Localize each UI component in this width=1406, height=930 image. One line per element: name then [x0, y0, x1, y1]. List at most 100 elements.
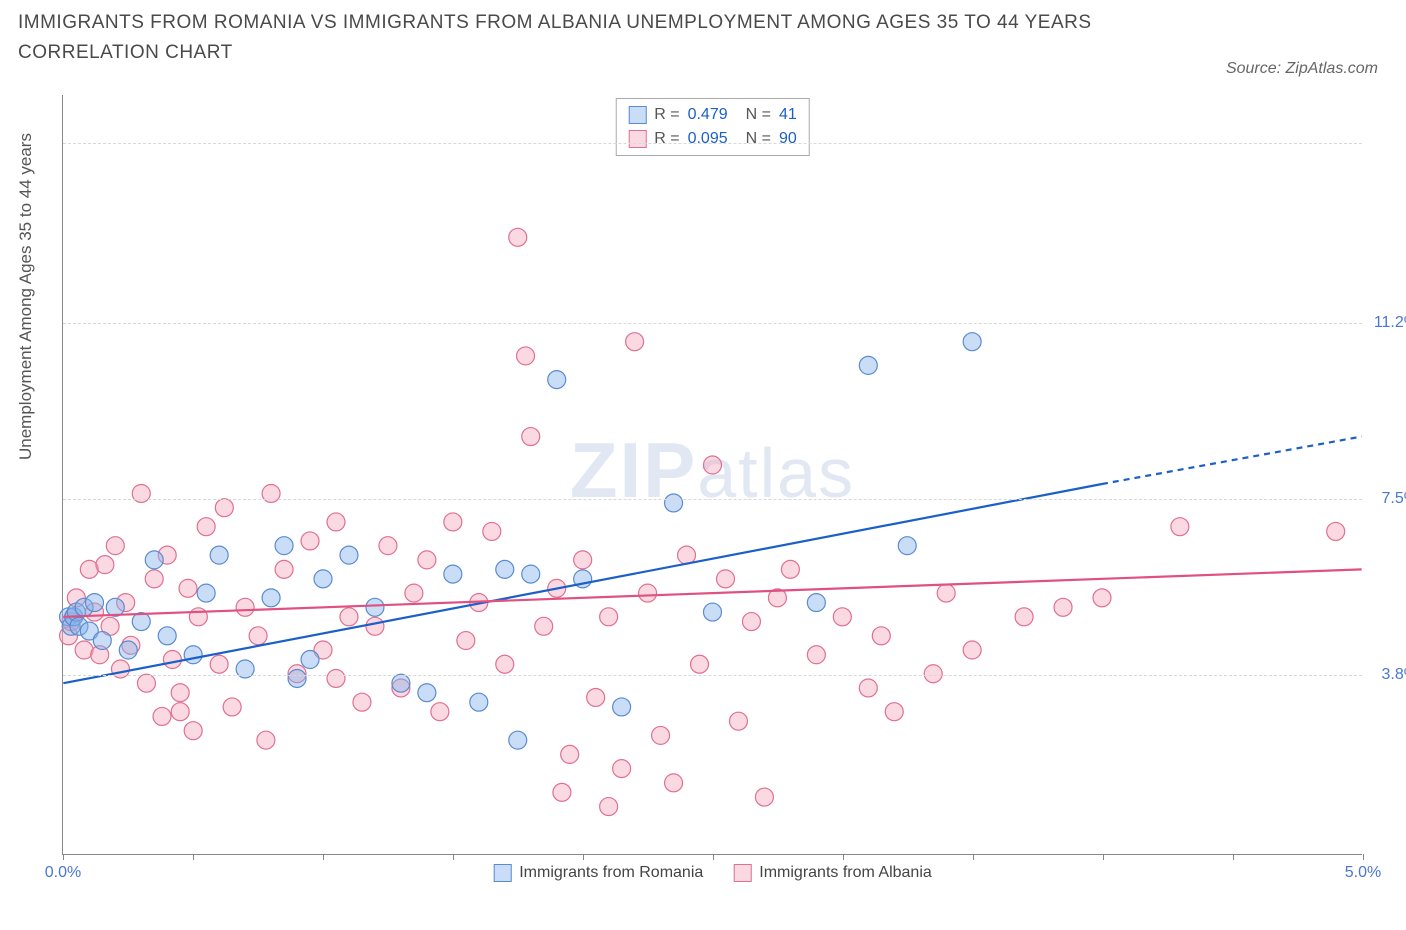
data-point	[496, 560, 514, 578]
data-point	[86, 594, 104, 612]
gridline	[63, 323, 1362, 324]
data-point	[483, 522, 501, 540]
data-point	[470, 693, 488, 711]
data-point	[444, 513, 462, 531]
gridline	[63, 499, 1362, 500]
data-point	[106, 537, 124, 555]
data-point	[716, 570, 734, 588]
x-tick	[843, 854, 844, 860]
data-point	[1054, 598, 1072, 616]
data-point	[1327, 522, 1345, 540]
y-tick-label: 3.8%	[1382, 666, 1406, 684]
data-point	[119, 641, 137, 659]
data-point	[859, 679, 877, 697]
data-point	[132, 484, 150, 502]
data-point	[340, 546, 358, 564]
data-point	[366, 598, 384, 616]
data-point	[197, 584, 215, 602]
data-point	[145, 551, 163, 569]
data-point	[171, 703, 189, 721]
data-point	[898, 537, 916, 555]
data-point	[937, 584, 955, 602]
data-point	[833, 608, 851, 626]
data-point	[379, 537, 397, 555]
data-point	[301, 651, 319, 669]
data-point	[755, 788, 773, 806]
data-point	[153, 707, 171, 725]
x-tick-label: 0.0%	[45, 864, 81, 882]
data-point	[210, 546, 228, 564]
data-point	[1171, 518, 1189, 536]
x-tick	[973, 854, 974, 860]
data-point	[496, 655, 514, 673]
data-point	[158, 627, 176, 645]
data-point	[353, 693, 371, 711]
data-point	[548, 371, 566, 389]
data-point	[807, 594, 825, 612]
data-point	[600, 608, 618, 626]
legend-item-albania: Immigrants from Albania	[733, 864, 932, 882]
data-point	[163, 651, 181, 669]
data-point	[872, 627, 890, 645]
chart-title: IMMIGRANTS FROM ROMANIA VS IMMIGRANTS FR…	[18, 8, 1118, 69]
data-point	[171, 684, 189, 702]
y-tick-label: 7.5%	[1382, 490, 1406, 508]
gridline	[63, 675, 1362, 676]
y-axis-label: Unemployment Among Ages 35 to 44 years	[16, 133, 36, 460]
data-point	[405, 584, 423, 602]
swatch-albania-bottom	[733, 864, 751, 882]
data-point	[215, 499, 233, 517]
data-point	[444, 565, 462, 583]
data-point	[210, 655, 228, 673]
x-tick	[1233, 854, 1234, 860]
data-point	[626, 333, 644, 351]
x-tick	[583, 854, 584, 860]
data-point	[1015, 608, 1033, 626]
scatter-svg	[63, 95, 1362, 854]
chart-plot-area: ZIPatlas R =0.479 N =41 R =0.095 N =90 I…	[62, 95, 1362, 855]
x-tick	[193, 854, 194, 860]
data-point	[561, 745, 579, 763]
source-attribution: Source: ZipAtlas.com	[1226, 60, 1378, 78]
x-tick	[713, 854, 714, 860]
data-point	[275, 560, 293, 578]
x-tick-label: 5.0%	[1345, 864, 1381, 882]
data-point	[652, 726, 670, 744]
data-point	[535, 617, 553, 635]
data-point	[704, 456, 722, 474]
data-point	[236, 598, 254, 616]
data-point	[392, 674, 410, 692]
data-point	[639, 584, 657, 602]
data-point	[431, 703, 449, 721]
data-point	[179, 579, 197, 597]
data-point	[509, 228, 527, 246]
data-point	[742, 613, 760, 631]
data-point	[781, 560, 799, 578]
data-point	[257, 731, 275, 749]
legend-item-romania: Immigrants from Romania	[493, 864, 703, 882]
data-point	[885, 703, 903, 721]
gridline	[63, 143, 1362, 144]
data-point	[807, 646, 825, 664]
data-point	[574, 551, 592, 569]
data-point	[301, 532, 319, 550]
data-point	[340, 608, 358, 626]
data-point	[327, 669, 345, 687]
y-tick-label: 11.2%	[1374, 314, 1406, 332]
data-point	[145, 570, 163, 588]
data-point	[665, 494, 683, 512]
data-point	[249, 627, 267, 645]
data-point	[613, 698, 631, 716]
data-point	[327, 513, 345, 531]
data-point	[600, 798, 618, 816]
data-point	[189, 608, 207, 626]
trend-line-extrapolated	[1102, 437, 1362, 484]
x-tick	[453, 854, 454, 860]
data-point	[963, 333, 981, 351]
data-point	[553, 783, 571, 801]
data-point	[197, 518, 215, 536]
data-point	[96, 556, 114, 574]
data-point	[184, 646, 202, 664]
data-point	[223, 698, 241, 716]
series-legend: Immigrants from Romania Immigrants from …	[493, 864, 932, 882]
